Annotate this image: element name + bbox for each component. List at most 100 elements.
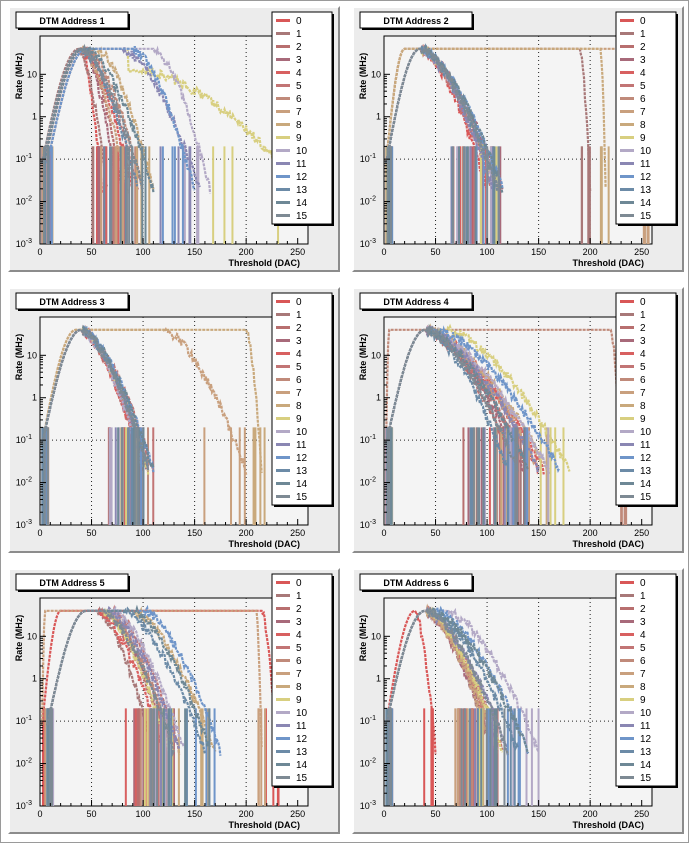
x-tick-label: 50 (431, 528, 441, 538)
legend-label-11: 11 (640, 440, 651, 451)
legend-shadow (332, 14, 334, 226)
y-tick-label: 10-1 (360, 153, 376, 164)
legend-label-10: 10 (296, 146, 308, 157)
legend-label-2: 2 (640, 323, 646, 334)
legend-label-6: 6 (640, 656, 646, 667)
legend-label-9: 9 (296, 414, 302, 425)
legend-label-8: 8 (640, 401, 646, 412)
chart-dtm-address-5: 0 50 100 150 200 25010-310-210-1110Threshold … (14, 573, 334, 830)
title-box-shadow (362, 309, 474, 311)
series-line-14 (385, 44, 504, 194)
legend-label-14: 14 (640, 760, 652, 771)
legend-label-3: 3 (296, 617, 302, 628)
series-line-15 (41, 43, 144, 190)
legend-label-7: 7 (296, 388, 302, 399)
legend-label-10: 10 (296, 708, 308, 719)
x-axis-label: Threshold (DAC) (573, 539, 645, 549)
legend-label-3: 3 (296, 55, 302, 66)
legend-label-5: 5 (296, 81, 302, 92)
y-tick-label: 10 (371, 631, 381, 641)
x-tick-label: 50 (87, 247, 97, 257)
legend-label-3: 3 (640, 336, 646, 347)
legend-label-1: 1 (296, 29, 302, 40)
series-line-15 (385, 606, 509, 756)
y-tick-label: 1 (376, 393, 381, 403)
legend-shadow (274, 786, 334, 788)
x-tick-label: 150 (531, 528, 546, 538)
y-tick-label: 10 (27, 69, 37, 79)
x-tick-label: 250 (634, 247, 649, 257)
legend-shadow (618, 505, 678, 507)
x-tick-label: 50 (87, 528, 97, 538)
series-line-15 (385, 45, 499, 192)
legend-shadow (676, 14, 678, 226)
y-tick-label: 10-3 (360, 238, 376, 249)
series-line-15 (41, 328, 150, 472)
legend-label-5: 5 (640, 81, 646, 92)
x-tick-label: 200 (239, 528, 254, 538)
legend-label-1: 1 (640, 29, 646, 40)
y-tick-label: 1 (376, 674, 381, 684)
series-line-7 (41, 609, 263, 748)
legend-label-15: 15 (296, 773, 308, 784)
pad-dtm-address-3: 0 50 100 150 200 250 10-3 10-2 10-1 1 10 Threshold … (8, 287, 340, 553)
series-line-4 (385, 605, 499, 751)
legend-label-1: 1 (640, 591, 646, 602)
legend-label-2: 2 (640, 604, 646, 615)
x-tick-label: 150 (187, 247, 202, 257)
legend-label-3: 3 (640, 55, 646, 66)
pad-dtm-address-6: 0 50 100 150 200 250 10-3 10-2 10-1 1 10 Threshold … (352, 568, 684, 834)
legend-label-10: 10 (296, 427, 308, 438)
title-box-shadow (472, 295, 474, 311)
x-tick-label: 0 (381, 809, 386, 819)
legend-label-15: 15 (640, 211, 652, 222)
legend-label-4: 4 (296, 349, 302, 360)
chart-title: DTM Address 3 (39, 297, 104, 307)
legend-shadow (274, 505, 334, 507)
x-tick-label: 0 (381, 247, 386, 257)
x-tick-label: 250 (290, 247, 305, 257)
legend-label-14: 14 (296, 479, 308, 490)
pad-dtm-address-1: 0 50 100 150 200 250 10-3 10-2 10-1 1 10 Threshold … (8, 6, 340, 272)
legend-label-6: 6 (640, 375, 646, 386)
legend-label-15: 15 (296, 492, 308, 503)
y-tick-label: 1 (32, 393, 37, 403)
legend-label-11: 11 (296, 721, 307, 732)
series-group (41, 322, 266, 525)
x-tick-label: 0 (381, 528, 386, 538)
y-tick-label: 10-2 (16, 477, 32, 488)
legend-label-9: 9 (296, 695, 302, 706)
legend-label-2: 2 (296, 323, 302, 334)
legend-shadow (676, 576, 678, 788)
x-axis-label: Threshold (DAC) (229, 539, 301, 549)
series-line-0 (385, 609, 437, 755)
title-box-shadow (472, 14, 474, 30)
x-tick-label: 200 (239, 809, 254, 819)
legend-label-4: 4 (640, 630, 646, 641)
legend-label-14: 14 (640, 479, 652, 490)
pad-dtm-address-5: 0 50 100 150 200 250 10-3 10-2 10-1 1 10 Threshold … (8, 568, 340, 834)
legend-label-14: 14 (640, 198, 652, 209)
legend-shadow (274, 224, 334, 226)
legend-label-3: 3 (296, 336, 302, 347)
legend-label-10: 10 (640, 146, 652, 157)
y-tick-label: 10-3 (360, 519, 376, 530)
x-tick-label: 0 (37, 247, 42, 257)
title-box-shadow (128, 14, 130, 30)
series-line-9 (46, 47, 304, 191)
series-group (385, 43, 651, 244)
legend-label-1: 1 (296, 310, 302, 321)
series-line-14 (43, 42, 155, 193)
title-box-shadow (128, 576, 130, 592)
legend-label-8: 8 (296, 401, 302, 412)
legend-label-10: 10 (640, 708, 652, 719)
chart-dtm-address-1: 0 50 100 150 200 25010-310-210-1110Threshold … (14, 11, 334, 268)
legend-label-5: 5 (296, 643, 302, 654)
legend-shadow (618, 786, 678, 788)
x-axis-label: Threshold (DAC) (229, 820, 301, 830)
title-box-shadow (18, 590, 130, 592)
chart-title: DTM Address 5 (39, 578, 104, 588)
x-tick-label: 50 (431, 247, 441, 257)
legend-label-8: 8 (296, 682, 302, 693)
legend-label-10: 10 (640, 427, 652, 438)
